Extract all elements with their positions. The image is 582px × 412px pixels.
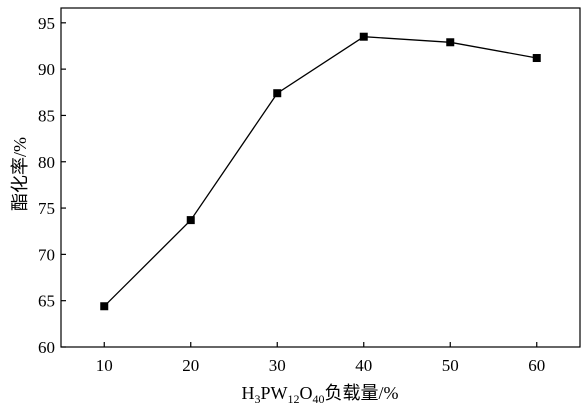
y-tick-label: 70 (38, 245, 55, 264)
x-axis-label-segment: H (242, 383, 255, 403)
y-tick-label: 90 (38, 60, 55, 79)
x-tick-label: 20 (182, 356, 199, 375)
data-point (532, 54, 541, 63)
data-point (273, 89, 282, 98)
y-tick-label: 80 (38, 153, 55, 172)
data-point (446, 38, 455, 47)
tick-labels: 10 20 30 40 50 60 60 65 70 75 80 85 90 95 (38, 14, 545, 375)
y-tick-label: 65 (38, 292, 55, 311)
x-tick-label: 40 (355, 356, 372, 375)
x-tick-label: 10 (96, 356, 113, 375)
series-line (103, 36, 537, 307)
x-axis-label-segment: 负载量/% (325, 383, 399, 403)
x-axis-label-segment: PW (261, 383, 288, 403)
y-tick-label: 75 (38, 199, 55, 218)
tick-marks (61, 22, 538, 348)
y-axis-label: 酯化率/% (10, 137, 30, 211)
x-axis-label-segment: O (300, 383, 313, 403)
x-axis-label-segment: 3 (255, 392, 261, 406)
x-axis-label: H3PW12O40负载量/% (242, 383, 399, 406)
x-axis-label-segment: 12 (288, 392, 300, 406)
data-point (100, 302, 109, 311)
x-axis-label-segment: 40 (313, 392, 325, 406)
x-tick-label: 50 (442, 356, 459, 375)
y-tick-label: 60 (38, 338, 55, 357)
x-tick-label: 60 (528, 356, 545, 375)
plot-frame (60, 7, 581, 348)
y-tick-label: 85 (38, 106, 55, 125)
y-tick-label: 95 (38, 14, 55, 33)
data-point (186, 216, 195, 225)
data-points (100, 32, 541, 311)
x-tick-label: 30 (269, 356, 286, 375)
data-point (359, 32, 368, 41)
